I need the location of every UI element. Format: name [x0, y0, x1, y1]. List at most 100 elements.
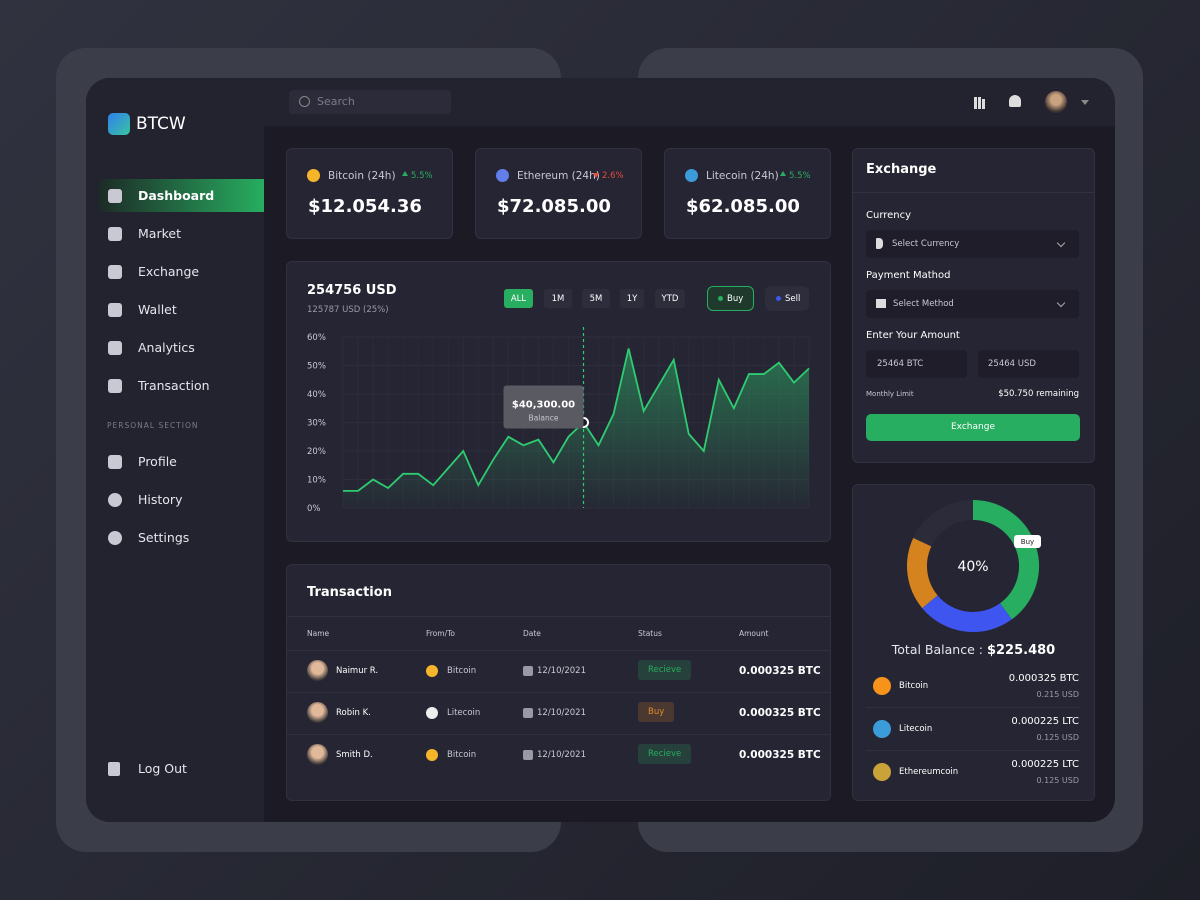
field-label: Enter Your Amount: [866, 330, 960, 341]
nav-item[interactable]: History: [138, 492, 183, 507]
row-coin-icon: [426, 749, 438, 761]
asset-divider: [866, 750, 1080, 751]
column-header: From/To: [426, 629, 456, 638]
nav-item[interactable]: Analytics: [138, 340, 195, 355]
row-avatar: [307, 660, 328, 681]
exchange-button-label[interactable]: Exchange: [951, 422, 995, 432]
nav-item[interactable]: Market: [138, 226, 181, 241]
brand-name: BTCW: [136, 114, 186, 134]
range-button[interactable]: [620, 289, 644, 308]
nav-icon: [108, 493, 122, 507]
area-chart: 0% 10% 20% 30% 40% 50% 60% $40,300.00 Balance: [307, 327, 810, 514]
asset-icon: [873, 720, 891, 738]
field-label: Currency: [866, 210, 912, 221]
logout-icon: [108, 762, 120, 776]
calendar-icon: [523, 666, 533, 676]
nav-icon: [108, 303, 122, 317]
nav-icon: [108, 265, 122, 279]
select-placeholder[interactable]: Select Currency: [892, 239, 960, 249]
area: [343, 348, 809, 508]
tag-bubble: [1014, 535, 1041, 548]
nav-item[interactable]: Profile: [138, 454, 177, 469]
donut-segment: [922, 594, 1012, 632]
logout[interactable]: Log Out: [138, 761, 187, 776]
range-label[interactable]: 5M: [589, 294, 603, 304]
range-button[interactable]: [544, 289, 572, 308]
row-name: Naimur R.: [336, 666, 379, 676]
asset-usd: 0.215 USD: [1036, 690, 1079, 699]
row-avatar: [307, 744, 328, 765]
range-button[interactable]: [582, 289, 610, 308]
bell-icon[interactable]: [1009, 95, 1021, 107]
range-button[interactable]: [504, 289, 533, 308]
ticker-change: 5.5%: [789, 171, 811, 181]
search-box[interactable]: [289, 90, 451, 114]
nav-item[interactable]: Wallet: [138, 302, 177, 317]
asset-name: Litecoin: [899, 724, 933, 734]
nav-item[interactable]: Dashboard: [138, 188, 215, 203]
asset-usd: 0.125 USD: [1036, 776, 1079, 785]
search-icon: [299, 96, 310, 107]
ticker-price: $62.085.00: [686, 196, 800, 217]
calendar-icon: [523, 750, 533, 760]
status-chip: Buy: [638, 702, 675, 722]
range-button[interactable]: [655, 289, 685, 308]
total-label: Total Balance :: [891, 642, 983, 657]
asset-amount: 0.000225 LTC: [1011, 759, 1079, 770]
legend-pill[interactable]: [765, 286, 809, 311]
range-label[interactable]: ALL: [510, 294, 527, 304]
calendar-icon: [523, 708, 533, 718]
input-value[interactable]: 25464 BTC: [877, 359, 924, 369]
nav-item[interactable]: Exchange: [138, 264, 200, 279]
caret[interactable]: [1081, 100, 1089, 109]
ticker-price: $12.054.36: [308, 196, 422, 217]
transaction-card: [286, 564, 831, 801]
ticker-card: [475, 148, 642, 239]
select-placeholder[interactable]: Select Method: [893, 299, 954, 309]
range-label[interactable]: YTD: [661, 294, 679, 304]
ticker-name: Litecoin (24h): [706, 170, 779, 182]
total-value: $225.480: [986, 643, 1056, 658]
legend-label[interactable]: Buy: [727, 294, 744, 304]
row-date: 12/10/2021: [537, 750, 586, 760]
row-asset: Litecoin: [447, 708, 481, 718]
input-box[interactable]: [866, 350, 967, 378]
bank-icon: [876, 299, 886, 308]
chart-icon: [982, 99, 985, 109]
chart-title: 254756 USD: [307, 283, 397, 298]
section-title: PERSONAL SECTION: [107, 421, 199, 430]
currency-icon: [876, 238, 883, 249]
select-box[interactable]: [866, 230, 1079, 258]
donut-segment: [913, 500, 974, 547]
change-arrow: [593, 173, 599, 181]
tooltip-box: [503, 385, 584, 429]
donut-chart: 40%: [907, 500, 1039, 632]
input-box[interactable]: [978, 350, 1079, 378]
nav-icon: [108, 455, 122, 469]
coin-icon: [685, 169, 698, 182]
legend-label[interactable]: Sell: [785, 294, 801, 304]
row-avatar: [307, 702, 328, 723]
nav-item[interactable]: Settings: [138, 530, 190, 545]
limit-value: $50.750 remaining: [998, 389, 1079, 399]
nav-item[interactable]: Transaction: [138, 378, 210, 393]
coin-icon: [307, 169, 320, 182]
exchange-button[interactable]: [866, 414, 1080, 441]
avatar[interactable]: [1045, 91, 1067, 113]
ticker-card: [286, 148, 453, 239]
range-label[interactable]: 1M: [551, 294, 565, 304]
y-tick-label: 40%: [307, 390, 326, 400]
y-tick-label: 10%: [307, 476, 326, 486]
row-divider: [286, 734, 831, 735]
column-header: Amount: [739, 629, 769, 638]
nav-icon: [108, 227, 122, 241]
line: [343, 348, 810, 492]
row-asset: Bitcoin: [447, 750, 477, 760]
ticker-name: Ethereum (24h): [517, 170, 600, 182]
select-box[interactable]: [866, 290, 1079, 318]
legend-pill[interactable]: [707, 286, 754, 311]
range-label[interactable]: 1Y: [626, 294, 638, 304]
input-value[interactable]: 25464 USD: [988, 359, 1036, 369]
column-header: Status: [638, 629, 662, 638]
chart-icon: [974, 97, 977, 109]
